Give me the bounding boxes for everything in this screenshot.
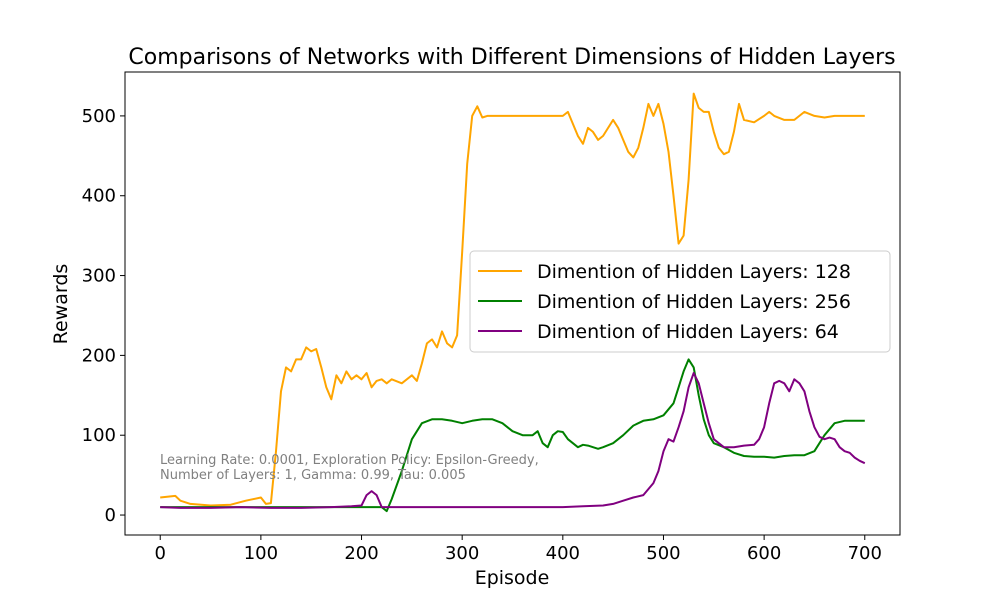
x-tick-label: 500 — [646, 543, 680, 564]
y-axis-label: Rewards — [50, 264, 72, 345]
legend-entry-64: Dimention of Hidden Layers: 64 — [478, 321, 839, 343]
legend-entry-128: Dimention of Hidden Layers: 128 — [478, 261, 851, 283]
y-tick-label: 200 — [82, 345, 116, 366]
series-line-128 — [160, 92, 865, 507]
series-layer — [160, 92, 866, 513]
plot-area: 0 100 200 300 400 500 600 700 0 100 200 300 400 500 — [82, 71, 901, 564]
plot-frame — [124, 71, 901, 536]
y-tick-label: 300 — [82, 266, 116, 287]
y-tick-label: 100 — [82, 425, 116, 446]
x-tick-label: 300 — [445, 543, 479, 564]
x-tick-label: 700 — [848, 543, 882, 564]
series-line-64 — [160, 372, 866, 509]
x-tick-label: 100 — [244, 543, 278, 564]
legend-label-64: Dimention of Hidden Layers: 64 — [537, 321, 839, 343]
x-axis-ticks: 0 100 200 300 400 500 600 700 — [155, 535, 882, 564]
x-tick-label: 400 — [546, 543, 580, 564]
x-tick-label: 600 — [747, 543, 781, 564]
legend-label-256: Dimention of Hidden Layers: 256 — [537, 291, 851, 313]
x-tick-label: 200 — [344, 543, 378, 564]
chart-title: Comparisons of Networks with Different D… — [128, 45, 895, 70]
legend-label-128: Dimention of Hidden Layers: 128 — [537, 261, 851, 283]
annotation-line-1: Learning Rate: 0.0001, Exploration Polic… — [160, 453, 539, 468]
legend-box — [469, 250, 891, 353]
y-tick-label: 500 — [82, 106, 116, 127]
series-line-256 — [160, 358, 865, 513]
y-tick-label: 0 — [105, 505, 116, 526]
x-axis-label: Episode — [475, 567, 550, 589]
legend-entry-256: Dimention of Hidden Layers: 256 — [478, 291, 851, 313]
y-axis-ticks: 0 100 200 300 400 500 — [82, 106, 125, 526]
x-tick-label: 0 — [155, 543, 166, 564]
annotation-line-2: Number of Layers: 1, Gamma: 0.99, Tau: 0… — [160, 468, 466, 483]
parameter-annotation: Learning Rate: 0.0001, Exploration Polic… — [160, 453, 539, 483]
y-tick-label: 400 — [82, 186, 116, 207]
legend: Dimention of Hidden Layers: 128 Dimentio… — [469, 250, 891, 353]
